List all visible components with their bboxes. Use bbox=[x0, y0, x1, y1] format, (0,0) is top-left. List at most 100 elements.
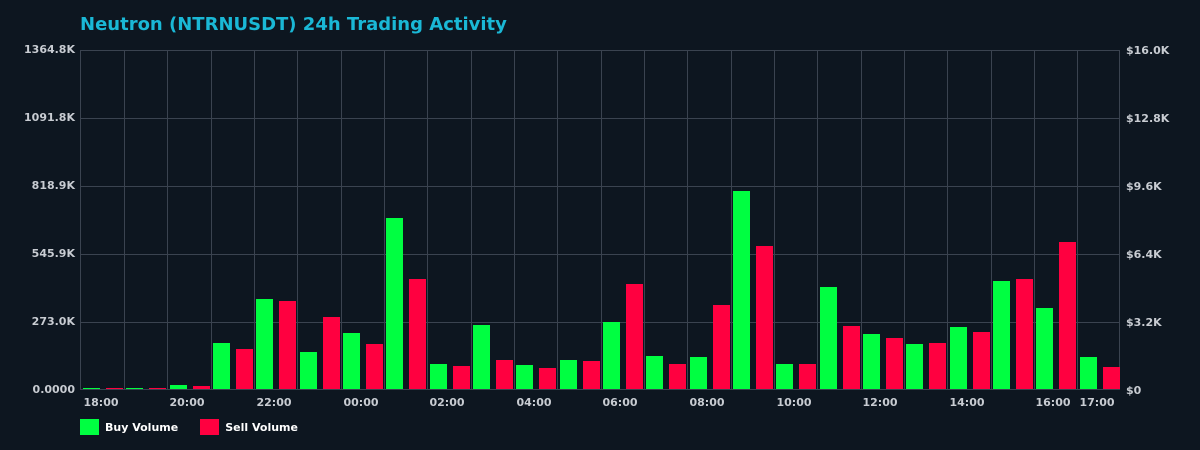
buy-bar[interactable] bbox=[646, 356, 664, 389]
buy-bar[interactable] bbox=[1079, 357, 1097, 389]
sell-bar[interactable] bbox=[886, 337, 903, 389]
buy-swatch bbox=[80, 419, 99, 435]
x-tick: 18:00 bbox=[83, 396, 119, 409]
sell-bar[interactable] bbox=[452, 366, 470, 389]
x-tick: 00:00 bbox=[343, 396, 379, 409]
x-tick: 04:00 bbox=[516, 396, 552, 409]
v-gridline bbox=[471, 51, 472, 389]
buy-bar[interactable] bbox=[386, 218, 404, 389]
v-gridline bbox=[167, 51, 168, 389]
sell-bar[interactable] bbox=[756, 246, 773, 389]
sell-bar[interactable] bbox=[409, 279, 427, 389]
sell-bar[interactable] bbox=[192, 386, 210, 389]
x-tick: 20:00 bbox=[169, 396, 205, 409]
sell-bar[interactable] bbox=[1059, 242, 1077, 389]
sell-bar[interactable] bbox=[669, 364, 687, 389]
v-gridline bbox=[817, 51, 818, 389]
v-gridline bbox=[297, 51, 298, 389]
sell-bar[interactable] bbox=[539, 368, 557, 389]
buy-bar[interactable] bbox=[559, 360, 577, 389]
buy-bar[interactable] bbox=[906, 343, 924, 389]
x-tick: 10:00 bbox=[776, 396, 812, 409]
sell-bar[interactable] bbox=[972, 331, 990, 389]
sell-bar[interactable] bbox=[842, 325, 860, 389]
v-gridline bbox=[1034, 51, 1035, 389]
v-gridline bbox=[514, 51, 515, 389]
sell-bar[interactable] bbox=[929, 342, 947, 389]
buy-bar[interactable] bbox=[1036, 308, 1054, 389]
buy-bar[interactable] bbox=[776, 364, 794, 389]
legend-item-sell[interactable]: Sell Volume bbox=[200, 419, 298, 435]
x-tick: 14:00 bbox=[949, 396, 985, 409]
buy-bar[interactable] bbox=[516, 365, 534, 389]
y-tick-right: $9.6K bbox=[1126, 180, 1162, 193]
sell-bar[interactable] bbox=[626, 284, 643, 389]
buy-bar[interactable] bbox=[343, 332, 360, 389]
y-tick-left: 273.0K bbox=[31, 315, 75, 328]
x-tick: 12:00 bbox=[862, 396, 898, 409]
v-gridline bbox=[557, 51, 558, 389]
buy-bar[interactable] bbox=[733, 190, 750, 389]
buy-bar[interactable] bbox=[819, 286, 837, 389]
y-tick-right: $0 bbox=[1126, 384, 1142, 397]
v-gridline bbox=[687, 51, 688, 389]
v-gridline bbox=[601, 51, 602, 389]
x-tick: 06:00 bbox=[602, 396, 638, 409]
x-tick: 22:00 bbox=[256, 396, 292, 409]
buy-bar[interactable] bbox=[473, 324, 490, 389]
v-gridline bbox=[991, 51, 992, 389]
v-gridline bbox=[341, 51, 342, 389]
y-tick-left: 1091.8K bbox=[24, 111, 75, 124]
v-gridline bbox=[124, 51, 125, 389]
sell-bar[interactable] bbox=[496, 359, 513, 389]
buy-bar[interactable] bbox=[993, 281, 1010, 389]
v-gridline bbox=[774, 51, 775, 389]
buy-bar[interactable] bbox=[689, 357, 707, 389]
buy-bar[interactable] bbox=[429, 364, 447, 389]
v-gridline bbox=[384, 51, 385, 389]
y-tick-left: 0.0000 bbox=[32, 383, 75, 396]
sell-bar[interactable] bbox=[712, 305, 730, 389]
y-tick-right: $12.8K bbox=[1126, 112, 1170, 125]
x-tick: 08:00 bbox=[689, 396, 725, 409]
y-tick-left: 818.9K bbox=[31, 179, 75, 192]
sell-bar[interactable] bbox=[236, 348, 253, 389]
buy-bar[interactable] bbox=[213, 342, 230, 389]
sell-bar[interactable] bbox=[799, 364, 817, 389]
sell-bar[interactable] bbox=[149, 388, 167, 389]
sell-bar[interactable] bbox=[582, 361, 600, 389]
v-gridline bbox=[947, 51, 948, 389]
buy-bar[interactable] bbox=[299, 351, 317, 389]
buy-bar[interactable] bbox=[603, 322, 620, 389]
buy-bar[interactable] bbox=[126, 388, 144, 389]
buy-bar[interactable] bbox=[863, 333, 880, 389]
buy-bar[interactable] bbox=[949, 326, 967, 389]
sell-bar[interactable] bbox=[106, 388, 123, 389]
legend-item-buy[interactable]: Buy Volume bbox=[80, 419, 178, 435]
y-tick-right: $16.0K bbox=[1126, 44, 1170, 57]
h-gridline bbox=[81, 254, 1119, 255]
v-gridline bbox=[644, 51, 645, 389]
y-tick-left: 545.9K bbox=[31, 247, 75, 260]
v-gridline bbox=[1077, 51, 1078, 389]
sell-bar[interactable] bbox=[322, 317, 340, 389]
h-gridline bbox=[81, 322, 1119, 323]
sell-bar[interactable] bbox=[1102, 367, 1120, 389]
sell-bar[interactable] bbox=[1016, 279, 1033, 389]
legend-label-sell: Sell Volume bbox=[225, 420, 298, 434]
x-tick: 17:00 bbox=[1079, 396, 1115, 409]
buy-bar[interactable] bbox=[169, 385, 187, 389]
y-tick-right: $3.2K bbox=[1126, 316, 1162, 329]
x-tick: 02:00 bbox=[429, 396, 465, 409]
buy-bar[interactable] bbox=[256, 298, 274, 389]
sell-swatch bbox=[200, 419, 220, 435]
chart-title: Neutron (NTRNUSDT) 24h Trading Activity bbox=[80, 14, 507, 35]
sell-bar[interactable] bbox=[279, 301, 297, 389]
v-gridline bbox=[731, 51, 732, 389]
v-gridline bbox=[904, 51, 905, 389]
legend: Buy Volume Sell Volume bbox=[80, 419, 320, 435]
buy-bar[interactable] bbox=[83, 388, 100, 389]
h-gridline bbox=[81, 186, 1119, 187]
sell-bar[interactable] bbox=[366, 343, 383, 389]
v-gridline bbox=[861, 51, 862, 389]
